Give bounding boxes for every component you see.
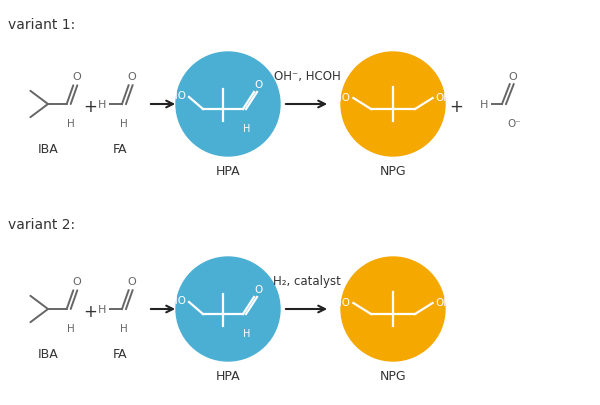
Text: HO: HO <box>334 297 350 307</box>
Text: O: O <box>254 284 262 294</box>
Text: OH: OH <box>436 93 452 103</box>
Text: +: + <box>83 98 97 116</box>
Text: HO: HO <box>170 91 186 101</box>
Circle shape <box>341 53 445 157</box>
Circle shape <box>341 257 445 361</box>
Text: +: + <box>449 98 463 116</box>
Text: H: H <box>244 328 251 338</box>
Text: OH: OH <box>436 297 452 307</box>
Text: HO: HO <box>170 295 186 305</box>
Text: H: H <box>244 124 251 134</box>
Text: H: H <box>67 323 74 333</box>
Text: NPG: NPG <box>380 164 406 177</box>
Circle shape <box>176 53 280 157</box>
Text: HPA: HPA <box>215 164 241 177</box>
Text: FA: FA <box>113 347 127 360</box>
Text: HO: HO <box>334 93 350 103</box>
Text: H: H <box>98 304 106 314</box>
Text: O: O <box>254 80 262 90</box>
Text: IBA: IBA <box>38 347 58 360</box>
Text: OH⁻, HCOH: OH⁻, HCOH <box>274 70 340 83</box>
Text: O: O <box>127 277 136 287</box>
Text: O: O <box>508 72 517 82</box>
Text: HPA: HPA <box>215 369 241 382</box>
Text: NPG: NPG <box>380 369 406 382</box>
Text: +: + <box>83 302 97 320</box>
Text: IBA: IBA <box>38 143 58 156</box>
Text: H: H <box>98 100 106 110</box>
Text: variant 2:: variant 2: <box>8 217 75 231</box>
Text: FA: FA <box>113 143 127 156</box>
Circle shape <box>176 257 280 361</box>
Text: H: H <box>120 119 128 129</box>
Text: O: O <box>72 72 80 82</box>
Text: O⁻: O⁻ <box>507 119 521 129</box>
Text: H₂, catalyst: H₂, catalyst <box>273 274 341 287</box>
Text: H: H <box>67 119 74 129</box>
Text: H: H <box>479 100 488 110</box>
Text: H: H <box>120 323 128 333</box>
Text: O: O <box>72 277 80 287</box>
Text: O: O <box>127 72 136 82</box>
Text: variant 1:: variant 1: <box>8 18 75 32</box>
